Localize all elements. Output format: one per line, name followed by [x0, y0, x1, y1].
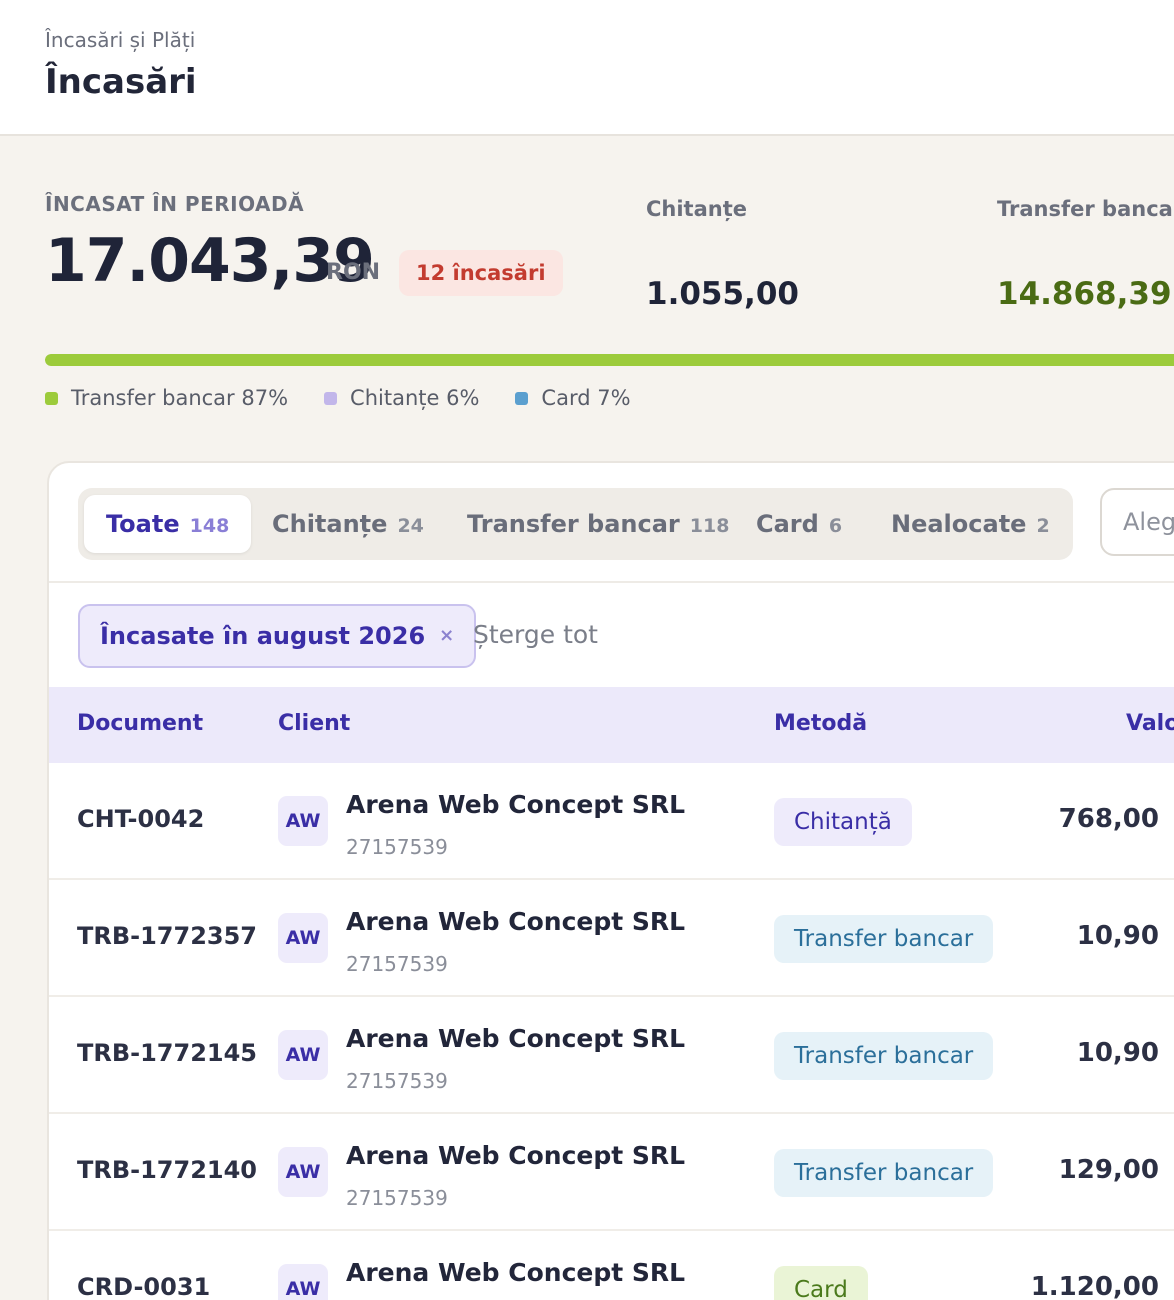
- legend-swatch: [515, 391, 529, 405]
- document-id[interactable]: CRD-0031: [77, 1273, 211, 1300]
- table-header: Document Client Metodă Valoare: [49, 687, 1174, 763]
- client-cui: 27157539: [346, 952, 448, 976]
- tab-label: Transfer bancar: [467, 510, 680, 538]
- tab-label: Chitanțe: [272, 510, 388, 538]
- client-avatar: AW: [278, 913, 328, 963]
- tab-count: 148: [189, 515, 230, 537]
- filter-chip-label: Încasate în august 2026: [100, 622, 426, 650]
- search-input[interactable]: Alege: [1100, 488, 1174, 556]
- client-name[interactable]: Arena Web Concept SRL: [346, 790, 686, 819]
- table-row[interactable]: TRB-1772145 AW Arena Web Concept SRL 271575…: [49, 997, 1174, 1114]
- period-total-value: 17.043,39: [45, 226, 375, 296]
- legend-swatch: [324, 391, 338, 405]
- document-id[interactable]: TRB-1772140: [77, 1156, 257, 1184]
- amount-value: 10,90: [1076, 1038, 1159, 1068]
- client-cui: 27157539: [346, 835, 448, 859]
- amount-value: 129,00: [1058, 1155, 1159, 1185]
- document-id[interactable]: TRB-1772145: [77, 1039, 257, 1067]
- method-badge: Chitanță: [774, 798, 912, 846]
- close-icon[interactable]: ×: [439, 625, 455, 646]
- distribution-fill: [45, 354, 1174, 366]
- currency-label: RON: [326, 260, 381, 285]
- receipts-panel: Toate 148 Chitanțe 24 Transfer bancar 118 Card…: [47, 461, 1174, 1300]
- method-badge: Transfer bancar: [774, 1149, 994, 1197]
- breadcrumb[interactable]: Încasări și Plăți: [45, 28, 196, 52]
- amount-value: 10,90: [1076, 921, 1159, 951]
- legend-label: Chitanțe 6%: [350, 386, 480, 410]
- tab-count: 6: [828, 515, 843, 537]
- column-header-amount[interactable]: Valoare: [1126, 711, 1174, 736]
- legend-item: Card 7%: [515, 386, 631, 410]
- filter-chip-period[interactable]: Încasate în august 2026 ×: [78, 604, 477, 668]
- tab-count: 2: [1036, 515, 1050, 537]
- client-avatar: AW: [278, 1030, 328, 1080]
- legend-label: Transfer bancar 87%: [71, 386, 289, 410]
- column-header-method[interactable]: Metodă: [774, 711, 868, 736]
- tab-transfer-bancar[interactable]: Transfer bancar 118: [467, 495, 729, 553]
- client-avatar: AW: [278, 796, 328, 846]
- stat-transfer-value: 14.868,39: [997, 276, 1172, 312]
- tab-count: 118: [689, 515, 730, 537]
- table-row[interactable]: TRB-1772357 AW Arena Web Concept SRL 271575…: [49, 880, 1174, 997]
- method-tabs: Toate 148 Chitanțe 24 Transfer bancar 118 Card…: [78, 488, 1073, 560]
- column-header-document[interactable]: Document: [77, 711, 204, 736]
- document-id[interactable]: TRB-1772357: [77, 922, 257, 950]
- method-badge: Transfer bancar: [774, 1032, 994, 1080]
- page-title: Încasări: [45, 62, 197, 102]
- stat-transfer-label: Transfer bancar: [997, 197, 1174, 221]
- client-avatar: AW: [278, 1264, 328, 1300]
- method-distribution-legend: Transfer bancar 87% Chitanțe 6% Card 7%: [45, 386, 631, 410]
- legend-label: Card 7%: [541, 386, 631, 410]
- document-id[interactable]: CHT-0042: [77, 805, 205, 833]
- tab-label: Card: [756, 510, 819, 538]
- tab-toate[interactable]: Toate 148: [84, 495, 252, 553]
- active-filters: Încasate în august 2026 × Șterge tot: [49, 581, 1174, 687]
- period-total-label: ÎNCASAT ÎN PERIOADĂ: [45, 192, 305, 216]
- client-cui: 27157539: [346, 1069, 448, 1093]
- client-name[interactable]: Arena Web Concept SRL: [346, 1258, 686, 1287]
- table-row[interactable]: CHT-0042 AW Arena Web Concept SRL 27157539 C…: [49, 763, 1174, 880]
- method-distribution-bar: [45, 354, 1174, 366]
- client-name[interactable]: Arena Web Concept SRL: [346, 1024, 686, 1053]
- client-name[interactable]: Arena Web Concept SRL: [346, 907, 686, 936]
- method-badge: Card: [774, 1266, 868, 1300]
- client-avatar: AW: [278, 1147, 328, 1197]
- page-header: Încasări și Plăți Încasări: [0, 0, 1174, 136]
- table-row[interactable]: TRB-1772140 AW Arena Web Concept SRL 271575…: [49, 1114, 1174, 1231]
- stat-chitante-label: Chitanțe: [646, 197, 748, 221]
- amount-value: 768,00: [1058, 804, 1159, 834]
- receipts-count-badge: 12 încasări: [399, 250, 563, 296]
- stat-chitante-value: 1.055,00: [646, 276, 799, 312]
- legend-item: Transfer bancar 87%: [45, 386, 288, 410]
- clear-all-filters-link[interactable]: Șterge tot: [473, 620, 598, 649]
- tab-nealocate[interactable]: Nealocate 2: [891, 495, 1050, 553]
- tab-label: Nealocate: [891, 510, 1027, 538]
- tab-count: 24: [397, 515, 424, 537]
- method-badge: Transfer bancar: [774, 915, 994, 963]
- legend-swatch: [45, 391, 58, 405]
- legend-item: Chitanțe 6%: [324, 386, 479, 410]
- tab-label: Toate: [106, 510, 180, 538]
- column-header-client[interactable]: Client: [278, 711, 351, 736]
- client-cui: 27157539: [346, 1186, 448, 1210]
- tab-chitanțe[interactable]: Chitanțe 24: [272, 495, 424, 553]
- amount-value: 1.120,00: [1030, 1272, 1159, 1300]
- client-name[interactable]: Arena Web Concept SRL: [346, 1141, 686, 1170]
- tab-card[interactable]: Card 6: [756, 495, 842, 553]
